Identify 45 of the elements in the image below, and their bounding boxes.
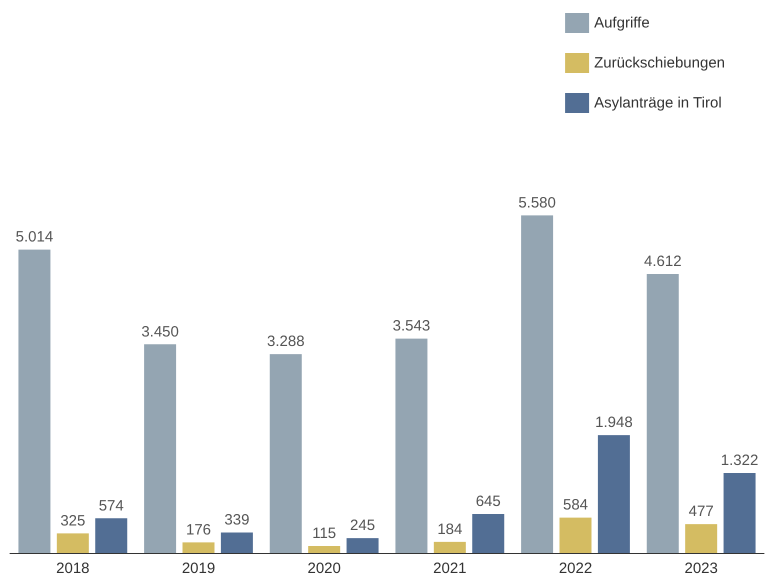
data-label: 5.014	[16, 228, 54, 246]
legend-label: Zurückschiebungen	[594, 54, 726, 72]
data-label: 115	[312, 525, 336, 542]
bar	[395, 338, 428, 553]
bar	[220, 532, 253, 553]
x-tick-label: 2022	[558, 560, 592, 577]
data-label: 477	[688, 503, 714, 520]
x-tick-label: 2018	[56, 560, 90, 577]
data-label: 1.948	[595, 414, 633, 432]
legend-label: Asylanträge in Tirol	[594, 94, 722, 112]
bar	[182, 542, 214, 553]
legend-label: Aufgriffe	[594, 14, 650, 32]
data-label: 184	[437, 520, 462, 538]
bar	[270, 354, 302, 553]
x-tick-label: 2023	[684, 560, 718, 577]
data-label: 4.612	[644, 252, 682, 270]
data-label: 3.450	[141, 323, 179, 340]
data-label: 645	[476, 492, 501, 510]
data-label: 325	[60, 512, 86, 530]
bar	[434, 542, 466, 553]
bar	[598, 435, 630, 553]
bar	[56, 533, 89, 553]
bar	[521, 215, 554, 553]
bar	[472, 514, 504, 553]
bar	[18, 250, 50, 553]
bar	[724, 473, 756, 553]
data-label: 3.288	[266, 333, 305, 350]
bar	[95, 518, 128, 553]
x-tick-label: 2020	[307, 560, 341, 577]
data-label: 245	[350, 517, 376, 534]
x-tick-label: 2019	[182, 560, 216, 577]
bar	[346, 538, 379, 553]
bar	[560, 518, 592, 553]
data-label: 339	[224, 511, 250, 528]
data-label: 3.543	[392, 318, 430, 335]
bar	[144, 344, 176, 553]
data-label: 574	[98, 497, 124, 514]
x-tick-label: 2021	[433, 560, 467, 577]
data-label: 584	[562, 496, 588, 514]
data-label: 5.580	[518, 194, 556, 212]
bar	[685, 524, 718, 553]
bar	[646, 274, 679, 553]
data-label: 1.322	[720, 452, 758, 470]
bar	[308, 546, 340, 553]
data-label: 176	[186, 521, 212, 538]
